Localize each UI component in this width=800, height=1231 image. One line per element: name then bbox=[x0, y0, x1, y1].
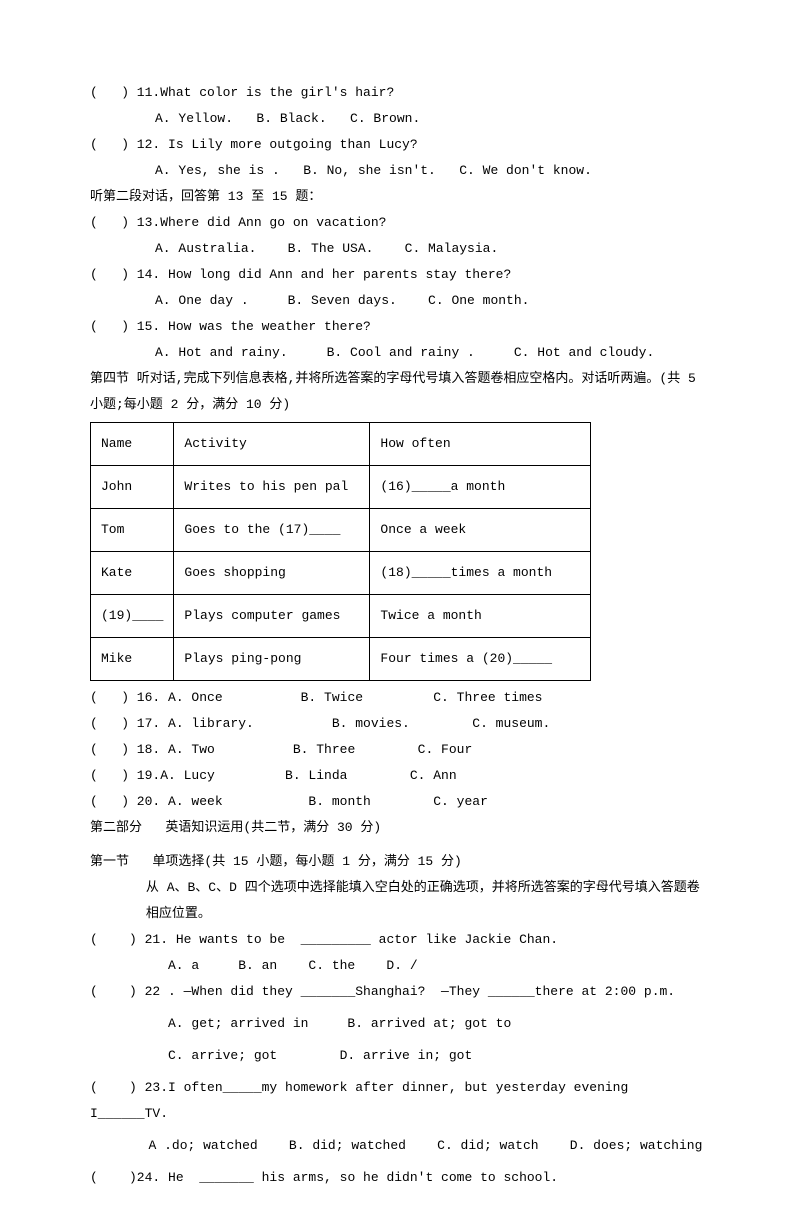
q11-opts: A. Yellow. B. Black. C. Brown. bbox=[90, 106, 710, 132]
q22-opts-ab: A. get; arrived in B. arrived at; got to bbox=[90, 1011, 710, 1037]
cell-howoften: Twice a month bbox=[370, 595, 591, 638]
q15-stem: ( ) 15. How was the weather there? bbox=[90, 314, 710, 340]
section-1-heading: 第一节 单项选择(共 15 小题，每小题 1 分，满分 15 分) bbox=[90, 849, 710, 875]
q14-opts: A. One day . B. Seven days. C. One month… bbox=[90, 288, 710, 314]
q12-opts: A. Yes, she is . B. No, she isn't. C. We… bbox=[90, 158, 710, 184]
cell-activity: Plays computer games bbox=[174, 595, 370, 638]
table-row: Mike Plays ping-pong Four times a (20)__… bbox=[91, 638, 591, 681]
cell-name: (19)____ bbox=[91, 595, 174, 638]
cell-name: Tom bbox=[91, 509, 174, 552]
cell-howoften: Once a week bbox=[370, 509, 591, 552]
cell-activity: Goes shopping bbox=[174, 552, 370, 595]
q24-stem: ( )24. He _______ his arms, so he didn't… bbox=[90, 1165, 710, 1191]
cell-name: John bbox=[91, 466, 174, 509]
dialogue-2-heading: 听第二段对话，回答第 13 至 15 题： bbox=[90, 184, 710, 210]
cell-howoften: Four times a (20)_____ bbox=[370, 638, 591, 681]
part-2-heading: 第二部分 英语知识运用(共二节，满分 30 分) bbox=[90, 815, 710, 841]
q21-stem: ( ) 21. He wants to be _________ actor l… bbox=[90, 927, 710, 953]
table-row: (19)____ Plays computer games Twice a mo… bbox=[91, 595, 591, 638]
q22-stem: ( ) 22 . —When did they _______Shanghai?… bbox=[90, 979, 710, 1005]
q23-opts: A .do; watched B. did; watched C. did; w… bbox=[90, 1133, 710, 1159]
table-row: John Writes to his pen pal (16)_____a mo… bbox=[91, 466, 591, 509]
th-activity: Activity bbox=[174, 423, 370, 466]
q20: ( ) 20. A. week B. month C. year bbox=[90, 789, 710, 815]
cell-activity: Writes to his pen pal bbox=[174, 466, 370, 509]
cell-activity: Goes to the (17)____ bbox=[174, 509, 370, 552]
q11-stem: ( ) 11.What color is the girl's hair? bbox=[90, 80, 710, 106]
cell-activity: Plays ping-pong bbox=[174, 638, 370, 681]
q19: ( ) 19.A. Lucy B. Linda C. Ann bbox=[90, 763, 710, 789]
q12-stem: ( ) 12. Is Lily more outgoing than Lucy? bbox=[90, 132, 710, 158]
th-name: Name bbox=[91, 423, 174, 466]
q17: ( ) 17. A. library. B. movies. C. museum… bbox=[90, 711, 710, 737]
q21-opts: A. a B. an C. the D. / bbox=[90, 953, 710, 979]
q14-stem: ( ) 14. How long did Ann and her parents… bbox=[90, 262, 710, 288]
th-howoften: How often bbox=[370, 423, 591, 466]
table-row: Kate Goes shopping (18)_____times a mont… bbox=[91, 552, 591, 595]
section-4-heading: 第四节 听对话,完成下列信息表格,并将所选答案的字母代号填入答题卷相应空格内。对… bbox=[90, 366, 710, 418]
cell-howoften: (16)_____a month bbox=[370, 466, 591, 509]
q18: ( ) 18. A. Two B. Three C. Four bbox=[90, 737, 710, 763]
cell-howoften: (18)_____times a month bbox=[370, 552, 591, 595]
section-1-instructions: 从 A、B、C、D 四个选项中选择能填入空白处的正确选项，并将所选答案的字母代号… bbox=[90, 875, 710, 927]
q13-stem: ( ) 13.Where did Ann go on vacation? bbox=[90, 210, 710, 236]
cell-name: Mike bbox=[91, 638, 174, 681]
q22-opts-cd: C. arrive; got D. arrive in; got bbox=[90, 1043, 710, 1069]
cell-name: Kate bbox=[91, 552, 174, 595]
q13-opts: A. Australia. B. The USA. C. Malaysia. bbox=[90, 236, 710, 262]
table-row: Tom Goes to the (17)____ Once a week bbox=[91, 509, 591, 552]
activity-table: Name Activity How often John Writes to h… bbox=[90, 422, 591, 681]
table-header-row: Name Activity How often bbox=[91, 423, 591, 466]
q16: ( ) 16. A. Once B. Twice C. Three times bbox=[90, 685, 710, 711]
q15-opts: A. Hot and rainy. B. Cool and rainy . C.… bbox=[90, 340, 710, 366]
q23-stem: ( ) 23.I often_____my homework after din… bbox=[90, 1075, 710, 1127]
